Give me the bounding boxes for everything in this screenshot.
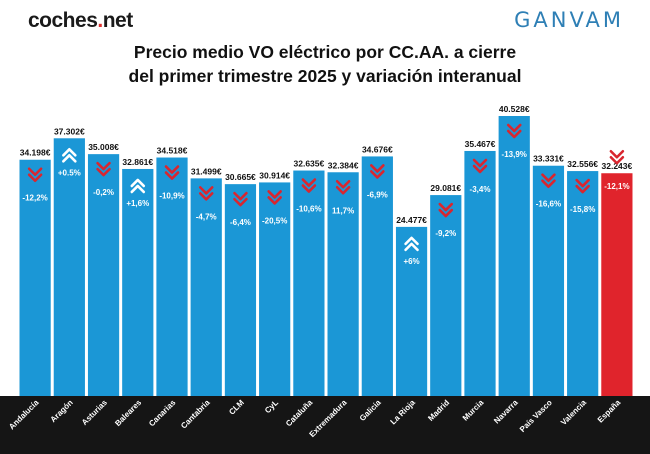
- down-arrow-icon: [233, 191, 248, 207]
- down-arrow-icon: [267, 190, 282, 205]
- up-arrow-icon: [62, 147, 77, 163]
- chart-title: Precio medio VO eléctrico por CC.AA. a c…: [0, 40, 650, 88]
- chart-title-line-1: Precio medio VO eléctrico por CC.AA. a c…: [133, 42, 517, 62]
- value-label-andaluc-a: 34.198€: [20, 148, 51, 158]
- variation-label-andaluc-a: -12,2%: [22, 194, 47, 203]
- value-label-arag-n: 37.302€: [54, 126, 85, 136]
- down-arrow-icon: [609, 149, 625, 165]
- bar-andaluc-a: [19, 159, 51, 396]
- bar-arag-n: [53, 138, 85, 397]
- down-arrow-icon: [96, 161, 111, 177]
- up-arrow-icon: [404, 236, 419, 252]
- variation-label-arag-n: +0.5%: [58, 168, 81, 177]
- bar-extremadura: [327, 172, 359, 396]
- bar-catalu-a: [293, 170, 325, 396]
- logo-text-main: coches: [28, 9, 98, 32]
- down-arrow-icon: [335, 179, 351, 195]
- variation-label-asturias: -0,2%: [93, 188, 114, 197]
- variation-label-espa-a: -12,1%: [604, 182, 629, 191]
- down-arrow-icon: [301, 178, 317, 193]
- value-label-la-rioja: 24.477€: [396, 215, 427, 225]
- value-label-pa-s-vasco: 33.331€: [533, 154, 564, 164]
- bar-espa-a: [601, 173, 633, 396]
- bar-valencia: [567, 171, 599, 396]
- down-arrow-icon: [438, 202, 454, 218]
- x-axis-band: [0, 396, 650, 454]
- cochesnet-logo: coches.net: [28, 9, 133, 33]
- down-arrow-icon: [575, 178, 590, 194]
- value-label-valencia: 32.556€: [567, 159, 598, 169]
- variation-label-cantabria: -4,7%: [196, 212, 217, 221]
- variation-label-catalu-a: -10,6%: [296, 205, 321, 214]
- bar-pa-s-vasco: [532, 165, 565, 396]
- down-arrow-icon: [541, 173, 556, 189]
- variation-label-baleares: +1,6%: [126, 199, 149, 208]
- value-label-navarra: 40.528€: [499, 104, 530, 114]
- variation-label-murcia: -3,4%: [470, 185, 491, 194]
- bar-la-rioja: [395, 226, 428, 396]
- down-arrow-icon: [164, 165, 180, 180]
- value-label-baleares: 32.861€: [122, 157, 153, 167]
- variation-label-clm: -6,4%: [230, 218, 251, 227]
- bar-cantabria: [190, 178, 222, 396]
- variation-label-navarra: -13,9%: [502, 150, 527, 159]
- down-arrow-icon: [27, 167, 43, 183]
- down-arrow-icon: [506, 123, 522, 139]
- up-arrow-icon: [130, 178, 146, 194]
- logo-text-tld: net: [102, 9, 134, 32]
- value-label-galicia: 34.676€: [362, 144, 393, 154]
- variation-label-la-rioja: +6%: [403, 257, 419, 266]
- value-label-catalu-a: 32.635€: [294, 159, 325, 169]
- variation-label-galicia: -6,9%: [367, 190, 388, 199]
- bar-canarias: [156, 157, 188, 396]
- value-label-murcia: 35.467€: [465, 139, 496, 149]
- value-label-cyl: 30.914€: [259, 170, 290, 180]
- bar-baleares: [122, 168, 154, 396]
- value-label-cantabria: 31.499€: [191, 166, 222, 176]
- bar-asturias: [87, 154, 120, 396]
- value-label-madrid: 29.081€: [430, 183, 461, 193]
- variation-label-valencia: -15,8%: [570, 205, 595, 214]
- value-label-extremadura: 32.384€: [328, 160, 359, 170]
- variation-label-madrid: -9,2%: [435, 229, 456, 238]
- variation-label-pa-s-vasco: -16,6%: [536, 200, 561, 209]
- value-label-espa-a: 32.243€: [602, 161, 633, 171]
- bar-galicia: [361, 156, 393, 396]
- variation-label-extremadura: 11,7%: [332, 206, 354, 215]
- bar-murcia: [464, 150, 496, 396]
- down-arrow-icon: [198, 186, 214, 201]
- chart-title-line-2: del primer trimestre 2025 y variación in…: [128, 66, 522, 86]
- logo-text-dot: .: [97, 9, 103, 32]
- value-label-asturias: 35.008€: [88, 142, 119, 152]
- value-label-clm: 30.665€: [225, 172, 256, 182]
- ganvam-logo: GANVAM: [514, 8, 624, 32]
- value-label-canarias: 34.518€: [157, 146, 188, 156]
- bar-cyl: [259, 182, 291, 396]
- down-arrow-icon: [370, 164, 385, 179]
- down-arrow-icon: [472, 158, 488, 174]
- variation-label-cyl: -20,5%: [262, 216, 287, 225]
- variation-label-canarias: -10,9%: [159, 192, 184, 201]
- bar-madrid: [430, 195, 462, 396]
- bar-navarra: [498, 116, 530, 396]
- bar-clm: [224, 184, 257, 396]
